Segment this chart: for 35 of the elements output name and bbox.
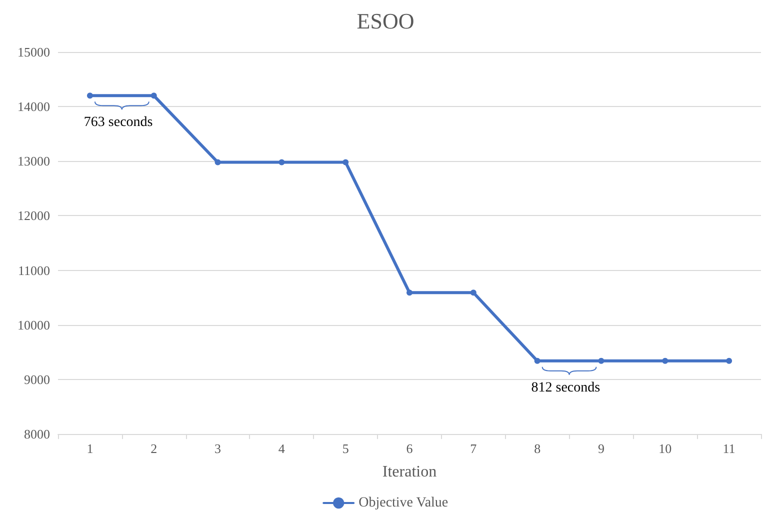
- y-tick-label: 10000: [18, 317, 50, 332]
- x-tick-label: 6: [406, 441, 414, 456]
- chart-title: ESOO: [356, 8, 414, 34]
- y-tick-label: 13000: [18, 154, 50, 169]
- point: [214, 159, 221, 166]
- point: [534, 358, 540, 364]
- y-tick-label: 14000: [18, 99, 50, 114]
- y-tick-label: 11000: [18, 262, 50, 278]
- x-tick-label: 4: [278, 441, 286, 456]
- x-tick-label: 11: [722, 441, 736, 456]
- annotation: 763 seconds: [84, 115, 153, 130]
- y-tick-label: 8000: [24, 426, 50, 442]
- x-tick-label: 5: [342, 441, 349, 456]
- point: [86, 92, 93, 99]
- y-tick-label: 12000: [18, 208, 50, 224]
- point: [406, 290, 412, 296]
- y-tick-label: 15000: [18, 44, 50, 60]
- y-tick-label: 9000: [24, 372, 50, 387]
- point: [278, 159, 285, 166]
- x-tick-label: 8: [534, 441, 541, 456]
- x-tick-label: 3: [214, 441, 222, 456]
- x-axis-title: Iteration: [382, 464, 437, 480]
- point: [662, 358, 668, 364]
- x-tick-label: 1: [86, 441, 94, 456]
- x-tick-label: 7: [470, 441, 478, 456]
- point: [598, 358, 604, 364]
- legend-label: Objective Value: [358, 496, 448, 510]
- point: [726, 358, 732, 364]
- x-tick-label: 9: [598, 441, 604, 456]
- point: [342, 159, 349, 166]
- point: [150, 92, 157, 99]
- point: [470, 290, 476, 296]
- x-tick-label: 10: [658, 441, 672, 456]
- x-tick-label: 2: [150, 441, 158, 456]
- annotation: 812 seconds: [531, 380, 600, 396]
